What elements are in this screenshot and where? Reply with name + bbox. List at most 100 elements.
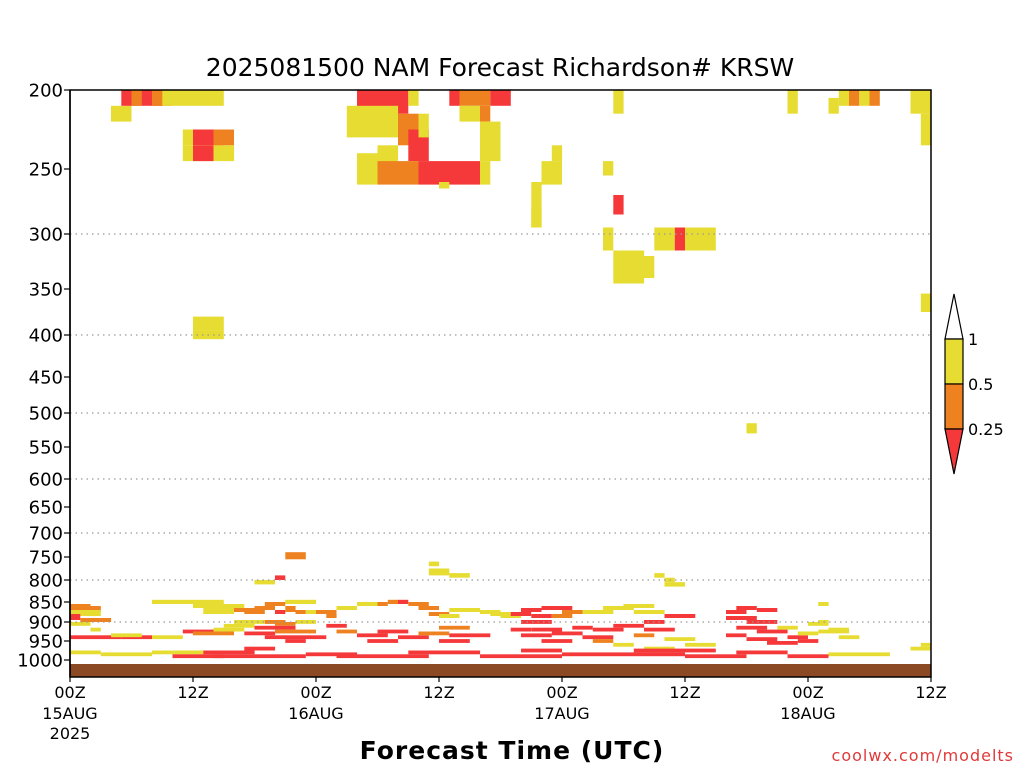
ri-cell bbox=[418, 161, 480, 185]
x-tick-label: 17AUG bbox=[534, 704, 589, 723]
ri-cell bbox=[285, 639, 306, 643]
ri-cell bbox=[387, 599, 399, 604]
ri-cell bbox=[326, 623, 347, 628]
y-tick-label: 700 bbox=[29, 524, 63, 545]
ri-cell bbox=[449, 90, 460, 106]
ri-cell bbox=[808, 622, 829, 626]
y-tick-label: 1000 bbox=[17, 651, 63, 672]
ri-cell bbox=[736, 625, 768, 630]
ri-cell bbox=[787, 90, 798, 114]
ri-cell bbox=[582, 635, 614, 640]
x-tick-label: 12Z bbox=[177, 683, 208, 702]
ri-cell bbox=[613, 90, 624, 114]
ri-cell bbox=[838, 90, 850, 106]
y-tick-label: 800 bbox=[29, 571, 63, 592]
ri-cell bbox=[756, 608, 778, 612]
colorbar-top-arrow bbox=[944, 293, 964, 340]
ri-cell bbox=[193, 631, 234, 636]
ri-cell bbox=[869, 90, 880, 106]
ri-cell bbox=[828, 97, 839, 114]
ri-cell bbox=[275, 610, 286, 614]
ri-cell bbox=[654, 227, 675, 251]
ri-cell bbox=[264, 620, 286, 624]
ri-cell bbox=[818, 602, 829, 606]
y-tick-label: 500 bbox=[29, 404, 63, 425]
ri-cell bbox=[910, 646, 931, 651]
ri-cell bbox=[623, 604, 655, 608]
ri-cell bbox=[377, 629, 409, 634]
ri-cell bbox=[828, 627, 849, 632]
ri-cell bbox=[603, 606, 634, 610]
x-tick-label: 00Z bbox=[546, 683, 577, 702]
ri-cell bbox=[70, 622, 91, 626]
y-tick-label: 600 bbox=[29, 470, 63, 491]
colorbar-label: 0.5 bbox=[968, 375, 993, 394]
ri-cell bbox=[449, 608, 481, 612]
ri-cell bbox=[859, 90, 870, 106]
ri-cell bbox=[920, 642, 932, 647]
ri-cell bbox=[664, 582, 685, 587]
ri-cell bbox=[664, 614, 696, 618]
ri-cell bbox=[275, 622, 296, 626]
ri-cell bbox=[551, 145, 563, 162]
chart-title: 2025081500 NAM Forecast Richardson# KRSW bbox=[206, 53, 794, 82]
ri-cell bbox=[592, 627, 624, 632]
ri-cell bbox=[70, 610, 101, 616]
ri-cell bbox=[285, 599, 317, 604]
data-cells bbox=[70, 90, 932, 659]
ri-cell bbox=[305, 610, 317, 614]
ri-cell bbox=[336, 654, 429, 659]
x-tick-label: 2025 bbox=[50, 724, 91, 743]
gridlines bbox=[70, 233, 931, 623]
ri-cell bbox=[152, 635, 183, 640]
ri-cell bbox=[685, 227, 716, 251]
ri-cell bbox=[510, 612, 532, 616]
y-axis: 200 250 300 350 400 450 500 550 600 650 700 7508008… bbox=[17, 81, 71, 677]
x-tick-label: 00Z bbox=[792, 683, 823, 702]
ri-cell bbox=[193, 145, 214, 162]
colorbar-box bbox=[944, 383, 964, 430]
ri-cell bbox=[100, 652, 153, 657]
ri-cell bbox=[244, 631, 276, 636]
ri-cell bbox=[541, 639, 573, 643]
ri-cell bbox=[551, 614, 573, 618]
ri-cell bbox=[182, 129, 194, 146]
ri-cell bbox=[480, 610, 501, 614]
ri-cell bbox=[613, 250, 645, 284]
colorbar-box bbox=[944, 338, 964, 385]
ri-cell bbox=[521, 648, 562, 653]
y-tick-label: 200 bbox=[29, 81, 63, 102]
y-tick-label: 350 bbox=[29, 280, 63, 301]
surface-band bbox=[70, 664, 931, 677]
ri-cell bbox=[439, 639, 470, 643]
y-tick-label: 450 bbox=[29, 368, 63, 389]
ri-cell bbox=[398, 599, 409, 604]
x-tick-label: 12Z bbox=[423, 683, 454, 702]
ri-cell bbox=[264, 602, 286, 606]
ri-cell bbox=[562, 610, 583, 614]
y-tick-label: 850 bbox=[29, 593, 63, 614]
ri-cell bbox=[418, 606, 439, 610]
ri-cell bbox=[131, 90, 142, 106]
ri-cell bbox=[480, 161, 491, 185]
ri-cell bbox=[726, 610, 747, 614]
ri-cell bbox=[275, 575, 286, 580]
ri-cell bbox=[920, 113, 932, 146]
ri-cell bbox=[234, 620, 265, 624]
ri-cell bbox=[818, 620, 829, 624]
credit-text: coolwx.com/modelts bbox=[832, 746, 1014, 765]
ri-cell bbox=[295, 635, 327, 640]
ri-cell bbox=[367, 639, 399, 643]
ri-cell bbox=[305, 652, 358, 657]
ri-cell bbox=[357, 602, 378, 606]
ri-cell bbox=[838, 635, 860, 640]
ri-cell bbox=[849, 90, 860, 106]
colorbar-legend: 1 0.5 0.25 bbox=[944, 293, 1004, 475]
ri-cell bbox=[572, 625, 593, 630]
ri-cell bbox=[910, 90, 931, 114]
y-tick-label: 550 bbox=[29, 438, 63, 459]
ri-cell bbox=[162, 90, 224, 106]
ri-cell bbox=[254, 580, 275, 585]
